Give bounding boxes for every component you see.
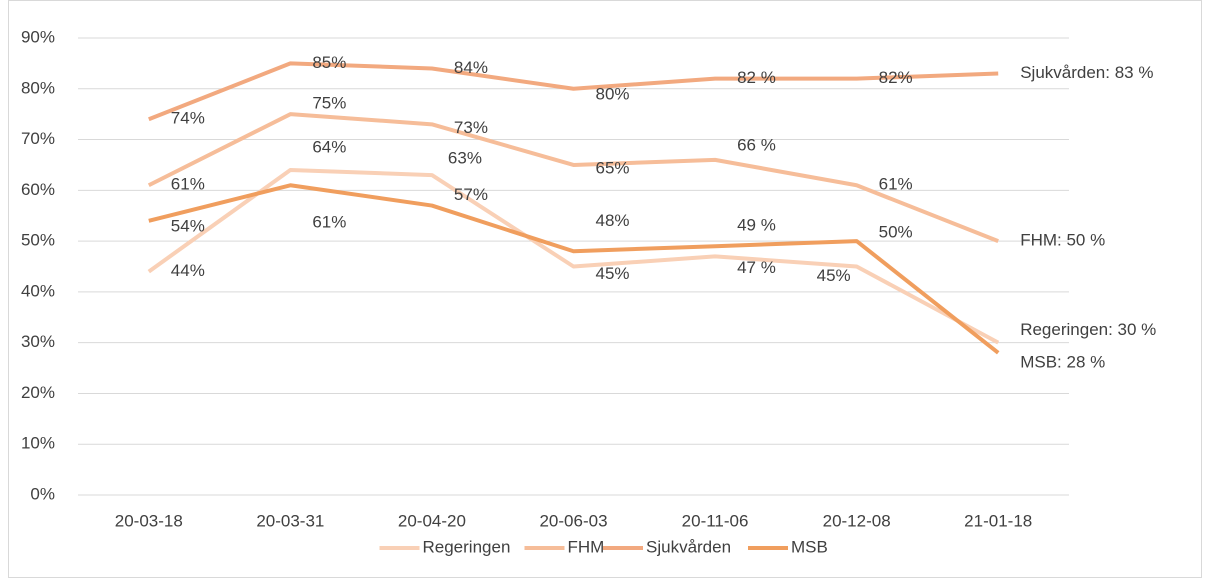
data-label: 65% [596,158,630,177]
data-label: MSB: 28 % [1020,352,1105,371]
data-label: 45% [596,264,630,283]
data-label: 54% [171,216,205,235]
x-tick-label: 20-03-18 [115,511,183,530]
chart-border [8,0,1202,578]
y-tick-label: 90% [21,27,55,46]
data-label: 85% [312,53,346,72]
y-tick-label: 30% [21,332,55,351]
data-label: 61% [879,175,913,194]
data-label: 44% [171,261,205,280]
y-tick-label: 0% [30,484,55,503]
x-tick-label: 21-01-18 [964,511,1032,530]
x-tick-label: 20-06-03 [539,511,607,530]
data-label: 82 % [737,68,776,87]
data-label: 84% [454,58,488,77]
y-tick-label: 70% [21,129,55,148]
line-series [147,112,999,243]
x-tick-label: 20-11-06 [682,511,749,530]
x-tick-label: 20-03-31 [256,511,324,530]
data-label: Regeringen: 30 % [1020,320,1156,339]
legend-label: FHM [568,537,605,556]
y-tick-label: 40% [21,281,55,300]
data-label: 48% [596,211,630,230]
legend-label: Regeringen [423,537,511,556]
data-label: 49 % [737,216,776,235]
data-label: 66 % [737,135,776,154]
y-tick-label: 20% [21,383,55,402]
x-tick-label: 20-04-20 [398,511,466,530]
data-label: 63% [448,149,482,168]
data-label: 82% [879,68,913,87]
data-label: 80% [596,84,630,103]
line-series [147,168,1000,345]
data-label: 57% [454,185,488,204]
data-label: 45% [817,266,851,285]
data-label: 50% [879,223,913,242]
legend-label: MSB [791,537,828,556]
data-label: 73% [454,118,488,137]
data-label: 61% [171,175,205,194]
x-tick-label: 20-12-08 [823,511,891,530]
legend-label: Sjukvården [646,537,731,556]
data-label: Sjukvården: 83 % [1020,63,1153,82]
y-tick-label: 50% [21,231,55,250]
line-series [148,183,1000,355]
data-label: 75% [312,94,346,113]
data-label: FHM: 50 % [1020,231,1105,250]
line-series [148,61,999,122]
data-label: 64% [312,138,346,157]
data-label: 47 % [737,258,776,277]
data-label: 74% [171,109,205,128]
y-tick-label: 10% [21,434,55,453]
y-tick-label: 60% [21,180,55,199]
data-label: 61% [312,213,346,232]
y-tick-label: 80% [21,78,55,97]
